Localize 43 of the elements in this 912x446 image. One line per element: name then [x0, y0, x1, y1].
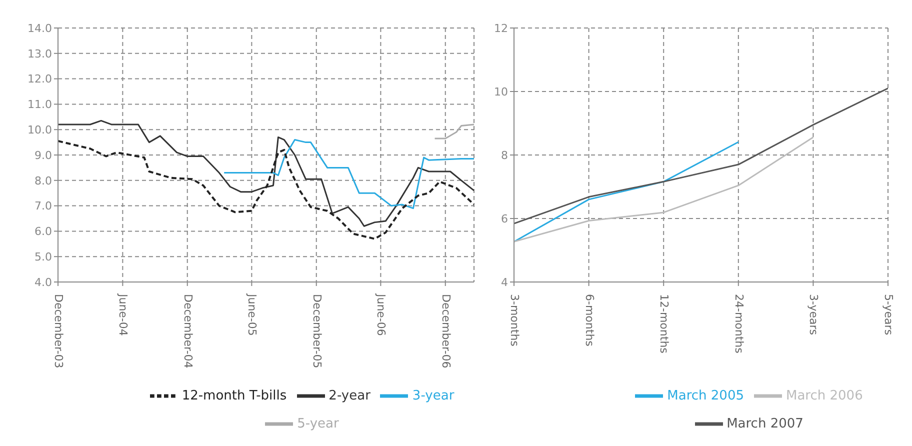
- y-tick-label: 10.0: [28, 124, 52, 137]
- x-tick-label: December-05: [310, 294, 324, 368]
- line-series: [58, 120, 474, 227]
- legend-label: 3-year: [412, 388, 454, 404]
- y-tick-label: 10: [494, 85, 508, 98]
- x-tick-label: June-06: [374, 293, 388, 336]
- legend-label: 12-month T-bills: [182, 388, 287, 404]
- line-series: [514, 88, 888, 224]
- x-tick-label: June-05: [246, 293, 259, 336]
- x-tick-label: 5-years: [882, 294, 895, 336]
- x-tick-label: 3-years: [807, 294, 820, 336]
- x-tick-label: December-04: [181, 294, 194, 368]
- y-tick-label: 6: [501, 212, 508, 226]
- y-tick-label: 8.0: [34, 174, 52, 188]
- x-tick-label: December-03: [52, 294, 65, 368]
- y-tick-label: 8: [501, 148, 508, 162]
- y-tick-label: 13.0: [28, 47, 52, 60]
- line-series: [434, 124, 474, 140]
- legend-label: 2-year: [328, 388, 370, 404]
- x-tick-label: 6-months: [582, 294, 596, 347]
- x-tick-label: June-04: [116, 293, 130, 336]
- line-series: [58, 140, 474, 240]
- line-series: [514, 136, 814, 242]
- x-tick-label: December-06: [439, 294, 452, 368]
- legend-label: 5-year: [297, 416, 339, 432]
- line-series: [514, 141, 740, 242]
- y-tick-label: 14.0: [28, 22, 52, 35]
- legend-label: March 2006: [786, 388, 863, 404]
- y-tick-label: 7.0: [34, 200, 52, 213]
- y-tick-label: 6.0: [34, 225, 52, 238]
- y-tick-label: 12.0: [28, 72, 52, 86]
- y-tick-label: 12: [494, 22, 508, 35]
- y-tick-label: 4: [501, 276, 508, 289]
- x-tick-label: 12-months: [658, 294, 671, 354]
- y-tick-label: 9.0: [34, 148, 52, 162]
- y-tick-label: 5.0: [34, 250, 52, 264]
- y-tick-label: 11.0: [28, 98, 52, 112]
- x-tick-label: 3-months: [508, 294, 521, 347]
- line-series: [223, 139, 474, 210]
- y-tick-label: 4.0: [34, 276, 52, 289]
- legend-label: March 2005: [667, 388, 744, 404]
- x-tick-label: 24-months: [732, 294, 746, 354]
- legend-label: March 2007: [726, 416, 804, 432]
